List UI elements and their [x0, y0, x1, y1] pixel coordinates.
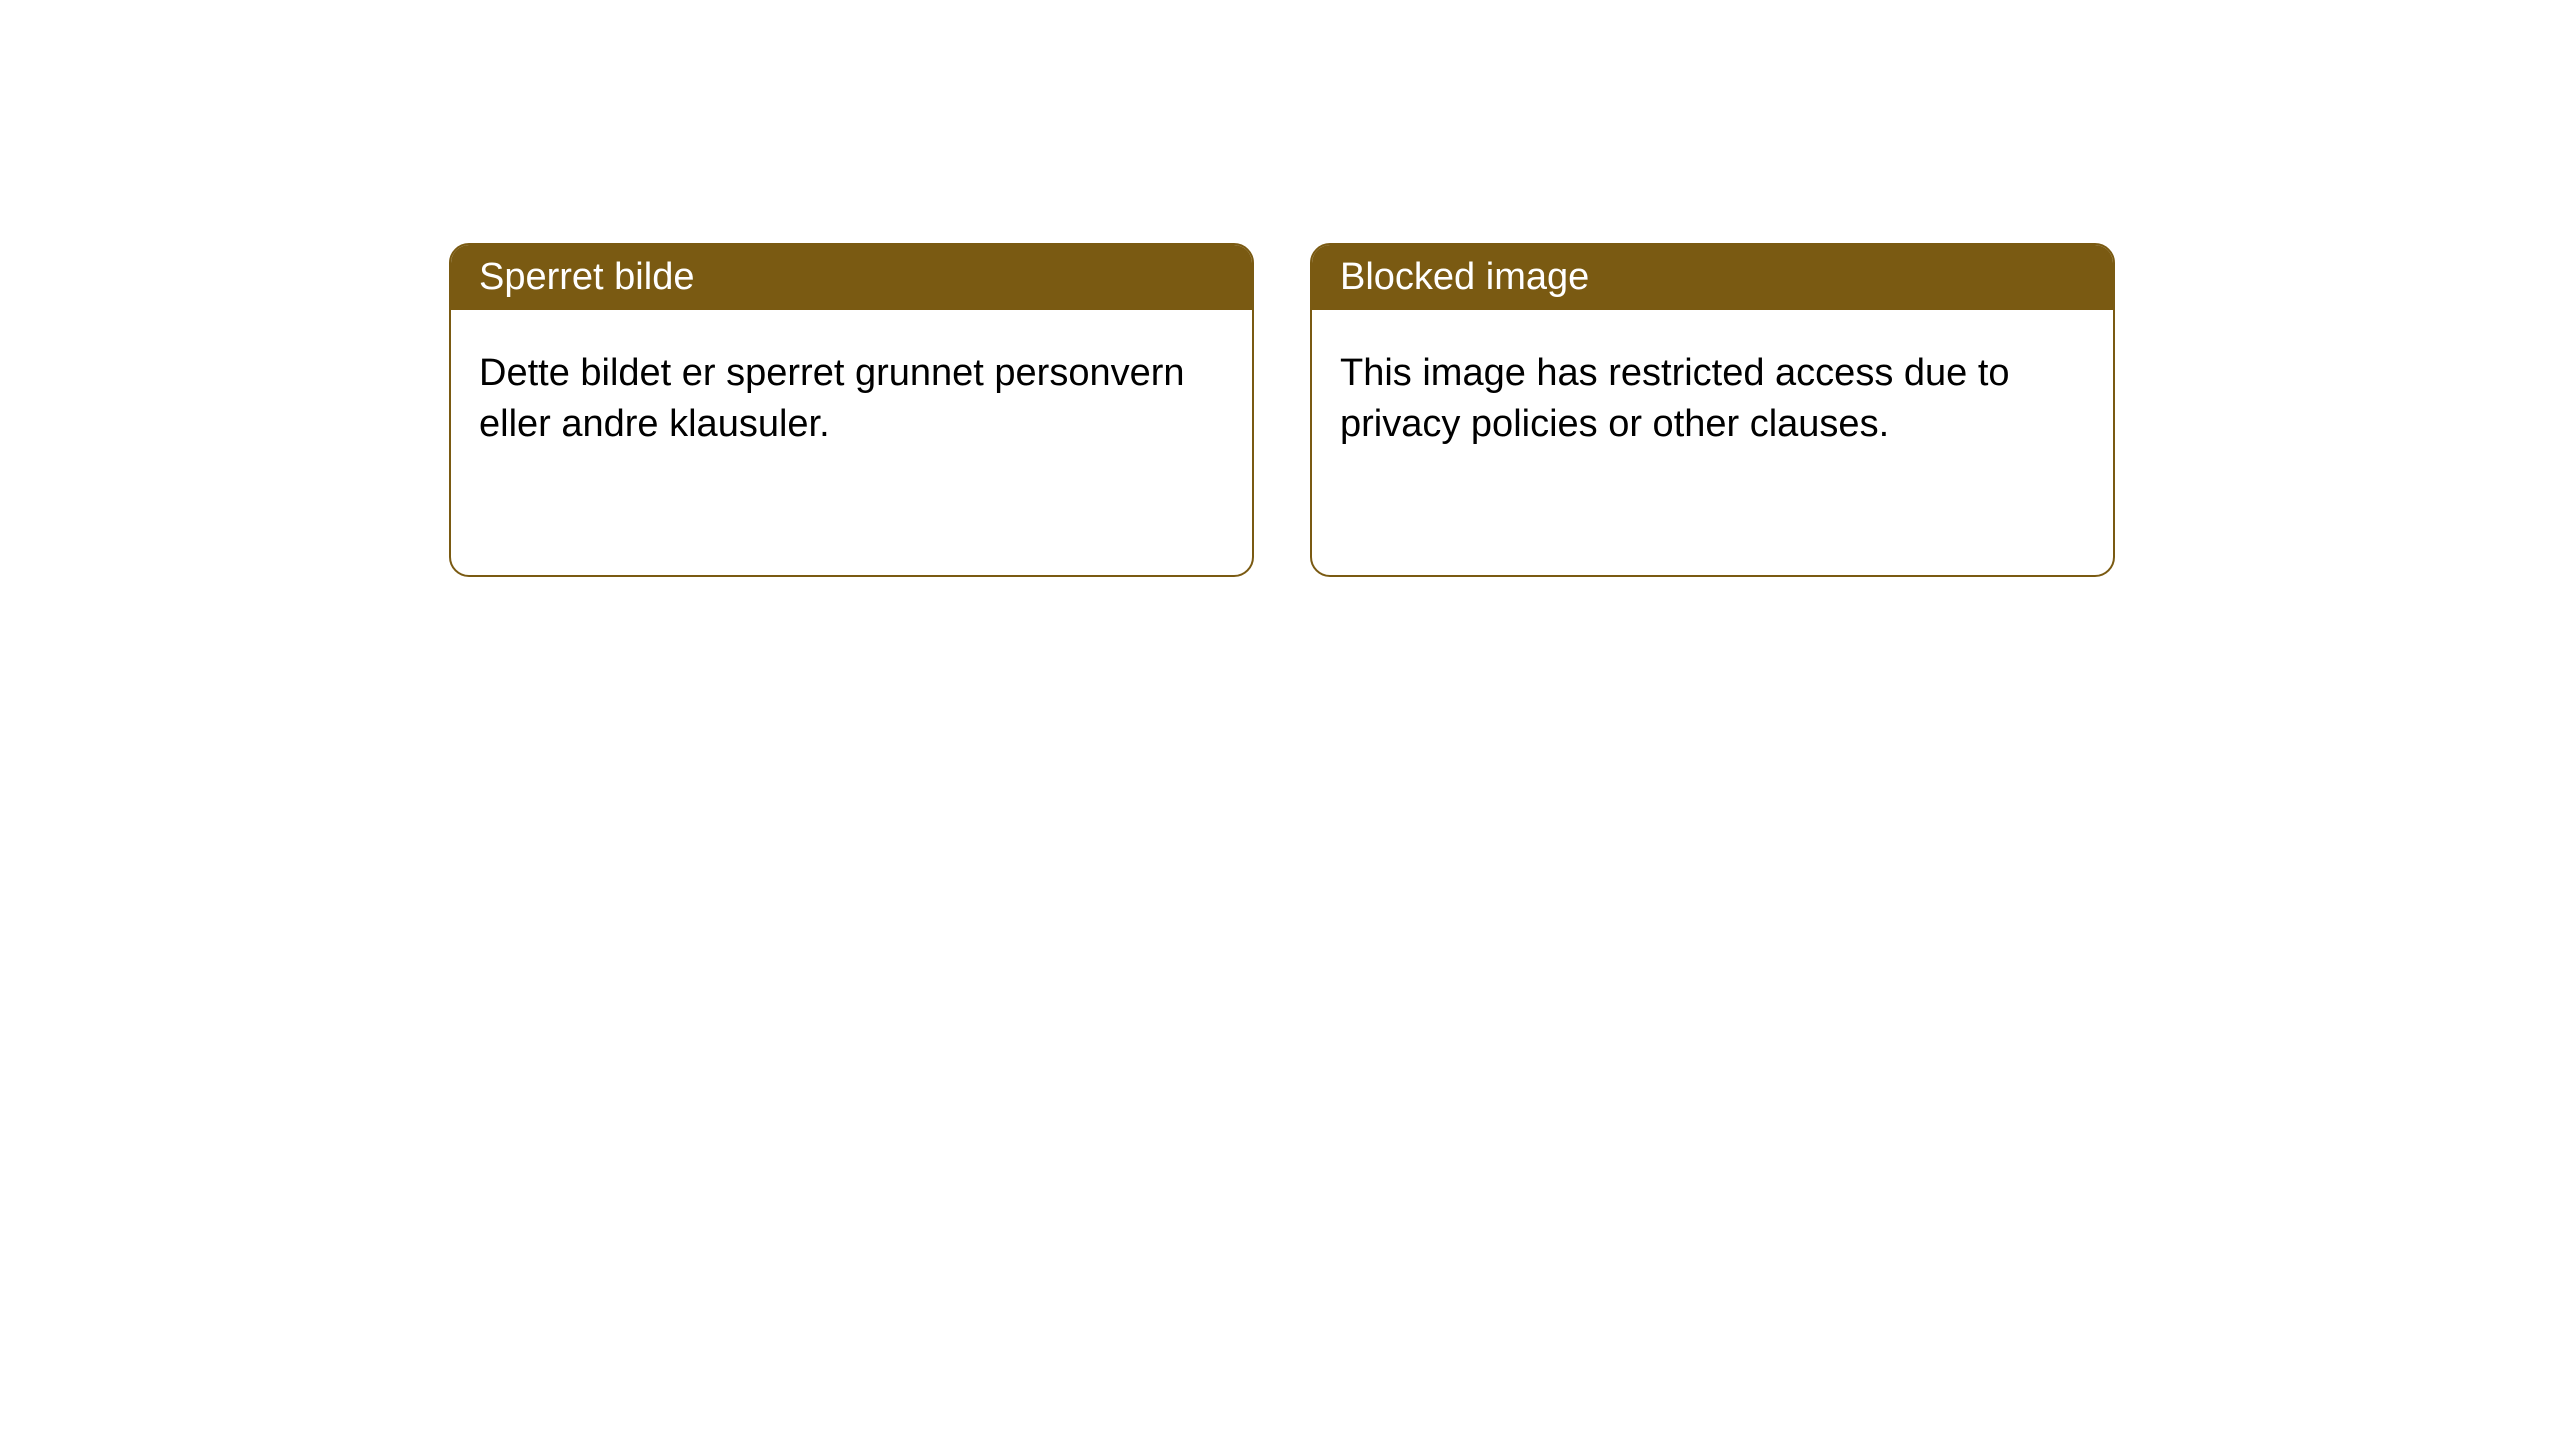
notice-card-english: Blocked image This image has restricted …	[1310, 243, 2115, 577]
card-body: Dette bildet er sperret grunnet personve…	[451, 310, 1252, 489]
card-body: This image has restricted access due to …	[1312, 310, 2113, 489]
card-title: Blocked image	[1312, 245, 2113, 310]
cards-container: Sperret bilde Dette bildet er sperret gr…	[0, 0, 2560, 577]
notice-card-norwegian: Sperret bilde Dette bildet er sperret gr…	[449, 243, 1254, 577]
card-title: Sperret bilde	[451, 245, 1252, 310]
